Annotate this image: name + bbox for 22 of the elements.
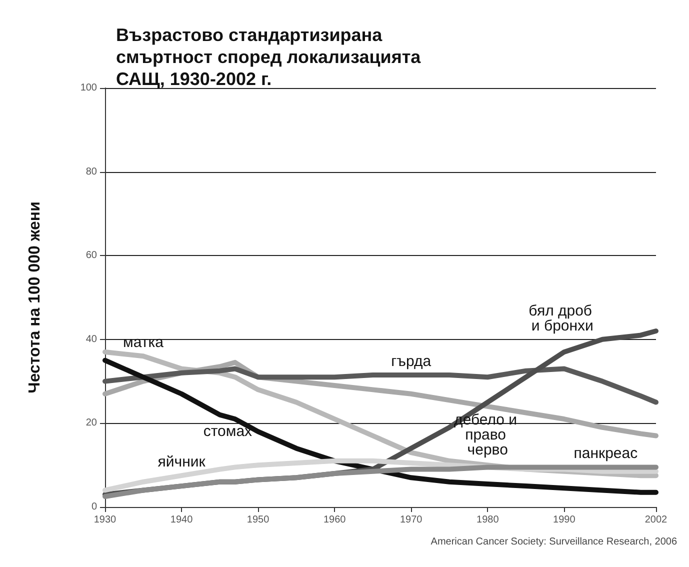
y-tick-label: 80 (86, 166, 98, 178)
y-axis-title: Честота на 100 000 жени (26, 202, 44, 394)
x-tick-label: 1960 (323, 514, 346, 526)
series-label: бял дроб и бронхи (528, 302, 596, 334)
y-tick-label: 20 (86, 418, 98, 429)
series-label: яйчник (158, 454, 206, 471)
y-tick-label: 40 (86, 334, 98, 345)
x-tick-label: 1950 (246, 514, 270, 526)
series-label: гърда (391, 353, 432, 370)
series-label: панкреас (574, 445, 638, 462)
x-tick-label: 1940 (170, 514, 194, 526)
y-tick-label: 100 (80, 82, 98, 94)
y-tick-label: 0 (91, 502, 98, 512)
x-tick-label: 1980 (476, 514, 500, 526)
y-tick-label: 60 (86, 250, 98, 262)
chart-title: Възрастово стандартизирана смъртност според локализацията САЩ, 1930-2002 г. (116, 25, 426, 89)
x-tick-label: 1990 (553, 514, 576, 526)
text: American Cancer Society: Surveillance Research, 2006 (430, 536, 678, 548)
x-tick-label: 1970 (400, 514, 423, 526)
x-tick-label: 1930 (94, 514, 117, 526)
series-label: стомах (203, 423, 253, 440)
x-tick-label: 2002 (644, 514, 668, 526)
